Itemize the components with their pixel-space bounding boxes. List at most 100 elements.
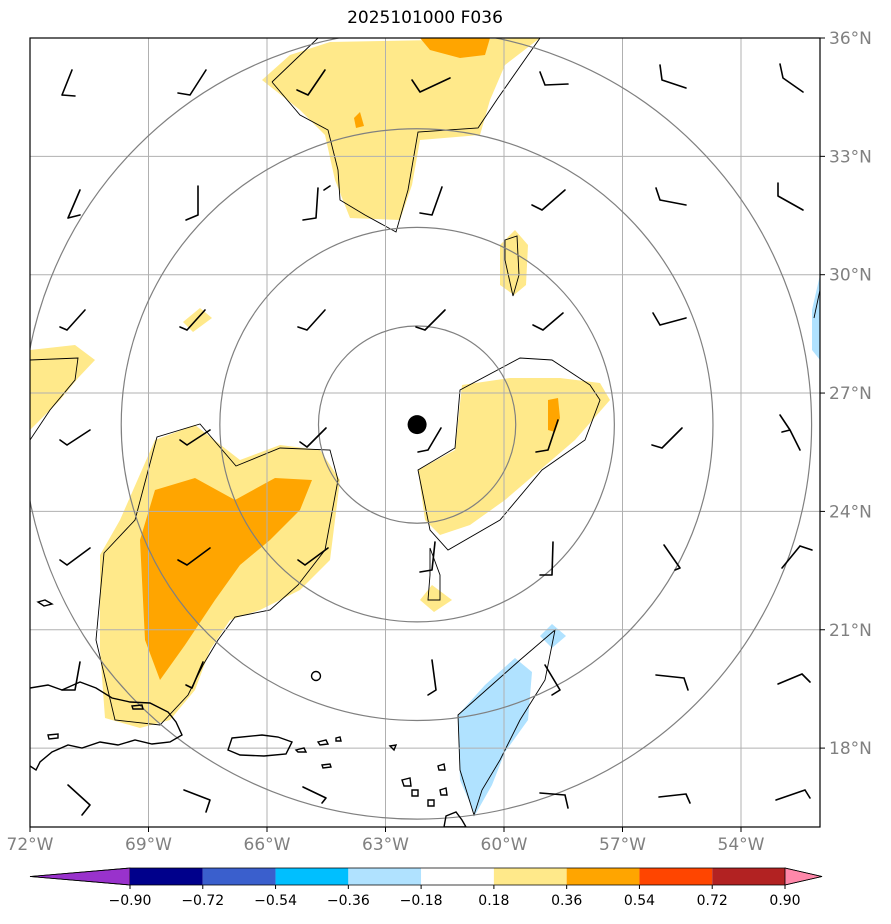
range-ring	[219, 226, 615, 623]
wind-barb	[539, 792, 569, 809]
wind-barb	[659, 64, 687, 89]
island-9	[439, 787, 448, 796]
wind-barb	[532, 312, 564, 331]
wind-barb	[544, 664, 561, 696]
wind-barb	[419, 186, 443, 216]
colorbar-bin	[421, 868, 494, 885]
shade-positive-left-edge	[30, 345, 95, 430]
colorbar-bin	[639, 868, 713, 885]
wind-barb	[59, 309, 86, 331]
wind-barb	[531, 189, 566, 211]
wind-barb	[419, 541, 436, 573]
colorbar-bin	[202, 868, 276, 885]
colorbar-bin	[566, 868, 640, 885]
contour-east	[417, 357, 601, 551]
shade-positive-small	[500, 230, 528, 295]
colorbar-tick-label: −0.18	[400, 893, 443, 909]
contour-west	[95, 423, 339, 726]
lat-tick-label: 36°N	[829, 29, 872, 49]
shade-positive-dot	[183, 308, 212, 332]
island-1	[294, 747, 308, 753]
island-15	[310, 670, 322, 682]
lon-tick-label: 54°W	[718, 835, 765, 855]
wind-barb	[177, 69, 207, 96]
colorbar-tick-label: −0.54	[254, 893, 297, 909]
wind-barb	[652, 312, 687, 326]
wind-barb	[777, 673, 811, 685]
gridlines	[30, 38, 820, 827]
island-11	[443, 811, 467, 827]
island-13	[131, 704, 144, 710]
colorbar-extend-high	[784, 867, 823, 886]
shade-positive-east	[418, 378, 610, 535]
lon-tick-label: 69°W	[125, 835, 172, 855]
lat-tick-label: 33°N	[829, 147, 872, 167]
shade-negative-dot	[540, 624, 566, 648]
wind-barb	[302, 185, 331, 221]
wind-barb	[781, 545, 813, 569]
wind-barb	[535, 419, 559, 453]
shade-positive-spur	[420, 585, 452, 612]
colorbar-bin	[348, 868, 422, 885]
lon-tick-label: 66°W	[244, 835, 291, 855]
wind-barb	[775, 789, 811, 801]
wind-barbs	[59, 63, 813, 816]
colorbar-tick-label: −0.90	[109, 893, 152, 909]
shade-negative-east-edge	[812, 275, 820, 360]
island-8	[437, 763, 446, 771]
colorbar-tick-label: 0.18	[478, 893, 509, 909]
wind-barb	[411, 77, 451, 93]
colorbar: −0.90 −0.72 −0.54 −0.36 −0.18 0.18 0.36 0.54 0.7…	[29, 867, 823, 909]
wind-barb	[296, 69, 326, 96]
wind-barb	[59, 547, 91, 566]
lon-tick-label: 63°W	[362, 835, 409, 855]
colorbar-bin	[275, 868, 349, 885]
wind-barb	[651, 427, 683, 449]
contour-left	[30, 357, 79, 441]
colorbar-extend-low	[29, 867, 131, 886]
wind-barb	[297, 309, 326, 331]
colorbar-tick-label: −0.72	[181, 893, 224, 909]
wind-barb	[67, 784, 91, 816]
wind-barb	[59, 429, 91, 446]
wind-barb	[61, 69, 76, 97]
lat-tick-label: 24°N	[829, 502, 872, 522]
shade-orange-dot	[354, 112, 364, 128]
island-10	[427, 799, 435, 807]
wind-barb	[297, 547, 329, 566]
colorbar-tick-label: −0.36	[327, 893, 370, 909]
wind-barb	[67, 189, 81, 219]
lon-tick-label: 72°W	[7, 835, 54, 855]
wind-barb	[61, 661, 81, 691]
wind-barb	[179, 309, 206, 331]
wind-barb	[658, 793, 691, 804]
wind-barb	[539, 71, 569, 86]
colorbar-tick-label: 0.90	[769, 893, 800, 909]
shaded-field	[30, 38, 820, 815]
range-ring	[120, 128, 714, 722]
map-title: 2025101000 F036	[347, 8, 503, 28]
island-7	[411, 789, 419, 797]
puerto-rico-coast	[227, 734, 293, 757]
range-rings	[30, 38, 813, 820]
colorbar-tick-label: 0.72	[697, 893, 728, 909]
longitude-axis: 72°W 69°W 66°W 63°W 60°W 57°W 54°W	[7, 827, 765, 855]
lat-tick-label: 21°N	[829, 621, 872, 641]
island-3	[321, 763, 332, 769]
wind-barb	[417, 427, 442, 453]
contour-lines	[30, 38, 820, 817]
contour-small	[504, 235, 520, 297]
hispaniola-coast	[30, 681, 183, 772]
colorbar-bin	[712, 868, 785, 885]
shade-orange-north	[420, 38, 490, 58]
wind-barb	[302, 786, 327, 804]
colorbar-bin	[493, 868, 567, 885]
wind-barb	[415, 309, 446, 331]
contour-south	[457, 628, 556, 817]
range-ring	[30, 38, 813, 820]
wind-barb	[655, 187, 687, 206]
colorbar-tick-label: 0.54	[624, 893, 655, 909]
lat-tick-label: 18°N	[829, 739, 872, 759]
shade-negative-south	[458, 658, 532, 815]
